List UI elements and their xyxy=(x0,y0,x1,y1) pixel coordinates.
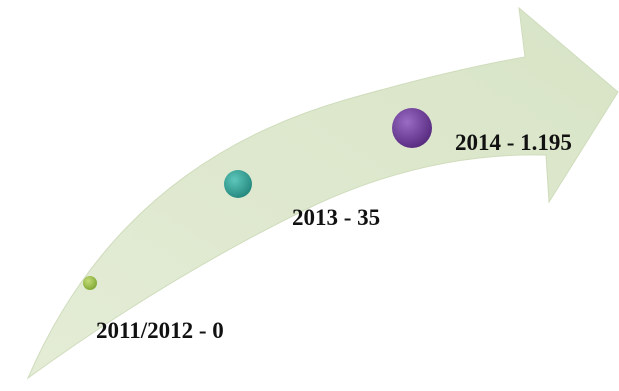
milestone-label-2014: 2014 - 1.195 xyxy=(455,130,572,155)
milestone-dot-2013 xyxy=(224,170,252,198)
growth-arrow-shape xyxy=(26,6,619,380)
milestone-dot-2011 xyxy=(83,276,97,290)
milestone-label-2011: 2011/2012 - 0 xyxy=(96,318,224,343)
milestone-label-2013: 2013 - 35 xyxy=(292,205,380,230)
milestone-dot-2014 xyxy=(392,108,432,148)
